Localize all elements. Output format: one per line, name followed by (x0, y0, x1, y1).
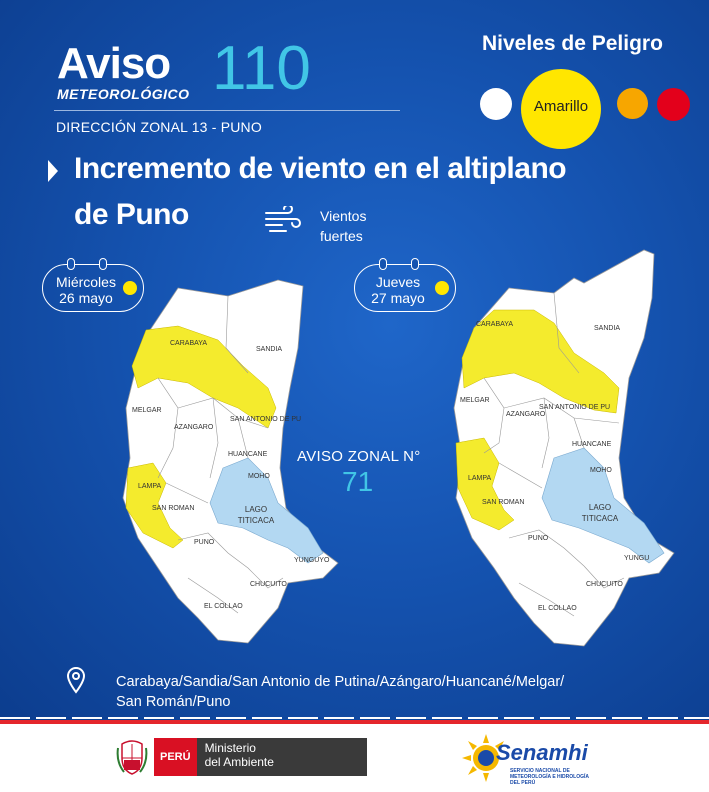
date-badge-text: Jueves 27 mayo (355, 274, 441, 306)
date-badge-wednesday: Miércoles 26 mayo (42, 258, 144, 312)
aviso-zonal-label: AVISO ZONAL N° (297, 448, 421, 465)
header-divider (54, 110, 400, 111)
date-badge-text: Miércoles 26 mayo (43, 274, 129, 306)
level-yellow-dot (521, 69, 601, 149)
peru-label: PERÚ (154, 738, 197, 776)
map-label-melgar: MELGAR (132, 407, 162, 414)
sun-icon (123, 281, 137, 295)
level-orange-dot (617, 88, 648, 119)
footer: PERÚ Ministerio del Ambiente Senamhi SER… (0, 724, 709, 792)
senamhi-logo: Senamhi SERVICIO NACIONAL DE METEOROLOGÍ… (460, 728, 610, 788)
map-wednesday: CARABAYA SANDIA MELGAR SAN ANTONIO DE PU… (122, 279, 339, 644)
map-label-sandia: SANDIA (256, 346, 282, 353)
map-label-chucuito: CHUCUITO (250, 581, 287, 588)
minam-logo: PERÚ Ministerio del Ambiente (114, 738, 367, 776)
map-label-moho: MOHO (590, 467, 612, 474)
map-thursday: CARABAYA SANDIA MELGAR SAN ANTONIO DE PU… (453, 249, 675, 647)
map-label-san-antonio: SAN ANTONIO DE PU (230, 416, 301, 423)
calendar-ring-icon (99, 258, 107, 270)
senamhi-subtitle: SERVICIO NACIONAL DE METEOROLOGÍA E HIDR… (510, 768, 589, 786)
aviso-zonal-number: 71 (342, 466, 374, 497)
map-label-puno: PUNO (528, 535, 549, 542)
date-badge-thursday: Jueves 27 mayo (354, 258, 456, 312)
title-arrow-icon (48, 160, 58, 182)
location-pin-icon (66, 666, 86, 694)
map-label-titicaca: TITICACA (238, 516, 275, 525)
alert-zone-north (461, 309, 620, 414)
calendar-ring-icon (411, 258, 419, 270)
map-label-san-roman: SAN ROMAN (152, 505, 194, 512)
badge-date: 27 mayo (371, 290, 425, 306)
direccion-zonal: DIRECCIÓN ZONAL 13 - PUNO (56, 119, 262, 135)
level-white-dot (480, 88, 512, 120)
map-label-huancane: HUANCANE (228, 451, 268, 458)
map-label-carabaya: CARABAYA (476, 321, 513, 328)
map-label-moho: MOHO (248, 473, 270, 480)
map-label-lampa: LAMPA (468, 475, 492, 482)
map-label-yunguyo: YUNGU (624, 555, 649, 562)
alert-zone-lampa (125, 462, 184, 549)
niveles-title: Niveles de Peligro (482, 32, 663, 55)
map-label-azangaro: AZANGARO (174, 424, 214, 431)
map-label-sandia: SANDIA (594, 325, 620, 332)
badge-day: Miércoles (56, 274, 116, 290)
ministerio-line1: Ministerio (204, 741, 256, 755)
map-label-titicaca: TITICACA (582, 514, 619, 523)
headline-line2: de Puno (74, 198, 189, 231)
badge-date: 26 mayo (59, 290, 113, 306)
aviso-title: Aviso (57, 39, 171, 88)
calendar-ring-icon (379, 258, 387, 270)
decorative-dashes (0, 717, 709, 719)
map-label-puno: PUNO (194, 539, 215, 546)
coat-of-arms-icon (116, 740, 148, 775)
senamhi-name: Senamhi (496, 740, 588, 765)
map-label-chucuito: CHUCUITO (586, 581, 623, 588)
map-label-huancane: HUANCANE (572, 441, 612, 448)
map-label-el-collao: EL COLLAO (204, 603, 243, 610)
lake-titicaca (541, 447, 665, 564)
provinces-line2: San Román/Puno (116, 694, 231, 710)
map-label-san-antonio: SAN ANTONIO DE PU (539, 404, 610, 411)
sun-icon (435, 281, 449, 295)
affected-provinces: Carabaya/Sandia/San Antonio de Putina/Az… (116, 672, 656, 712)
map-label-azangaro: AZANGARO (506, 411, 546, 418)
map-label-san-roman: SAN ROMAN (482, 499, 524, 506)
map-label-melgar: MELGAR (460, 397, 490, 404)
lake-titicaca (209, 457, 324, 564)
map-label-carabaya: CARABAYA (170, 340, 207, 347)
aviso-number: 110 (212, 34, 311, 103)
calendar-ring-icon (67, 258, 75, 270)
ministerio-line2: del Ambiente (204, 755, 274, 769)
map-label-lago: LAGO (245, 505, 267, 514)
map-label-lago: LAGO (589, 503, 611, 512)
hazard-label: Vientos fuertes (320, 208, 367, 244)
ministerio-label: Ministerio del Ambiente (196, 738, 367, 776)
level-red-dot (657, 88, 690, 121)
meteorologico-subtitle: METEOROLÓGICO (57, 86, 190, 102)
map-label-yunguyo: YUNGUYO (294, 557, 330, 564)
level-current-label: Amarillo (533, 98, 589, 115)
headline-line1: Incremento de viento en el altiplano (74, 152, 567, 185)
map-label-lampa: LAMPA (138, 483, 162, 490)
red-divider (0, 720, 709, 724)
badge-day: Jueves (375, 274, 421, 290)
alert-zone-north (131, 325, 277, 429)
alert-zone-lampa (455, 437, 515, 531)
map-label-el-collao: EL COLLAO (538, 605, 577, 612)
warning-poster: Aviso METEOROLÓGICO 110 DIRECCIÓN ZONAL … (0, 0, 709, 720)
wind-icon (265, 206, 301, 232)
provinces-line1: Carabaya/Sandia/San Antonio de Putina/Az… (116, 674, 565, 690)
senamhi-sun-icon (462, 734, 504, 782)
